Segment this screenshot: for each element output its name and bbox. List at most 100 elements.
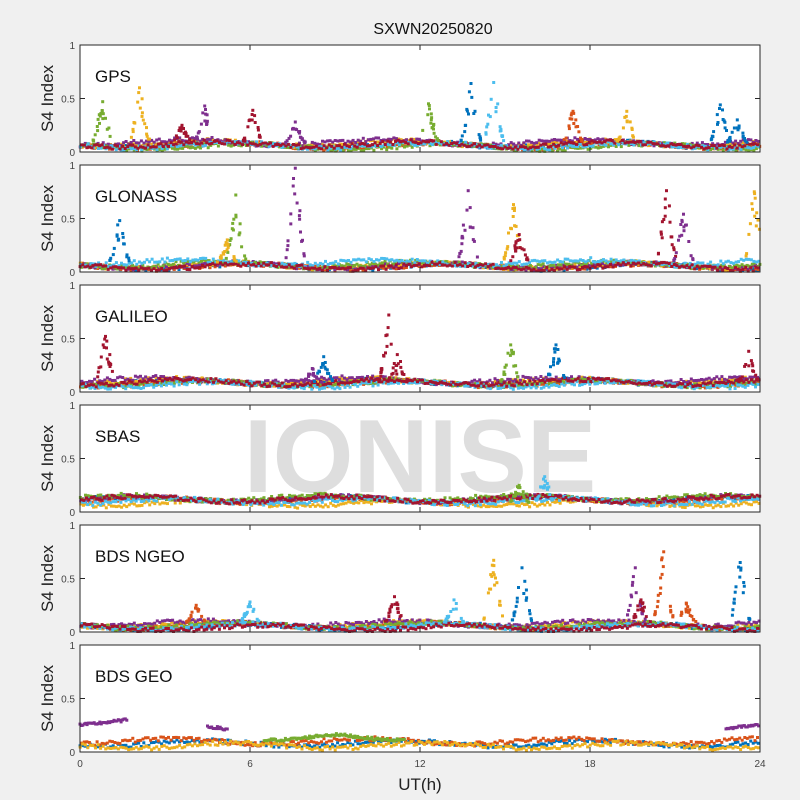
data-point bbox=[473, 109, 477, 113]
data-point bbox=[384, 262, 388, 266]
data-point bbox=[460, 142, 464, 146]
data-point bbox=[564, 141, 568, 145]
data-point bbox=[601, 262, 604, 265]
data-point bbox=[293, 120, 297, 124]
data-point bbox=[701, 261, 705, 265]
data-point bbox=[132, 259, 136, 263]
data-point bbox=[119, 266, 123, 270]
data-point bbox=[561, 146, 564, 150]
data-point bbox=[712, 130, 716, 134]
data-point bbox=[455, 260, 459, 264]
data-point bbox=[382, 138, 386, 142]
data-point bbox=[207, 142, 211, 146]
data-point bbox=[175, 266, 179, 270]
data-point bbox=[339, 148, 343, 152]
data-point bbox=[364, 140, 368, 144]
data-point bbox=[467, 144, 471, 148]
data-point bbox=[188, 146, 192, 150]
data-point bbox=[737, 260, 741, 264]
data-point bbox=[467, 112, 470, 116]
data-point bbox=[256, 128, 260, 132]
data-point bbox=[304, 145, 308, 149]
data-point bbox=[172, 141, 176, 145]
data-point bbox=[577, 139, 581, 143]
data-point bbox=[576, 146, 580, 150]
data-point bbox=[387, 143, 391, 147]
data-point bbox=[415, 143, 419, 147]
data-point bbox=[184, 140, 188, 144]
data-point bbox=[684, 145, 688, 149]
data-point bbox=[223, 264, 227, 268]
data-point bbox=[744, 254, 748, 258]
data-point bbox=[465, 145, 469, 149]
data-point bbox=[179, 129, 183, 133]
data-point bbox=[163, 147, 167, 151]
data-point bbox=[344, 259, 348, 263]
data-point bbox=[173, 136, 177, 140]
data-point bbox=[639, 263, 643, 267]
data-point bbox=[631, 140, 635, 144]
data-point bbox=[513, 145, 517, 149]
data-point bbox=[199, 122, 203, 126]
data-point bbox=[629, 264, 633, 268]
data-point bbox=[167, 144, 170, 148]
data-point bbox=[680, 264, 684, 268]
data-point bbox=[193, 146, 197, 150]
data-point bbox=[250, 118, 254, 122]
data-point bbox=[332, 263, 336, 267]
data-point bbox=[170, 266, 174, 270]
data-point bbox=[201, 264, 204, 267]
data-point bbox=[569, 141, 573, 145]
data-point bbox=[486, 265, 490, 269]
data-point bbox=[254, 264, 258, 268]
data-point bbox=[463, 124, 467, 127]
data-point bbox=[522, 141, 526, 145]
data-point bbox=[506, 245, 510, 249]
data-point bbox=[272, 264, 276, 268]
data-point bbox=[654, 142, 658, 146]
data-point bbox=[567, 124, 571, 128]
data-point bbox=[110, 147, 114, 151]
data-point bbox=[532, 141, 536, 145]
data-point bbox=[520, 147, 524, 150]
data-point bbox=[136, 146, 140, 150]
data-point bbox=[410, 145, 414, 149]
data-point bbox=[457, 255, 461, 259]
data-point bbox=[195, 140, 199, 143]
data-point bbox=[430, 260, 434, 264]
data-point bbox=[369, 137, 373, 141]
data-point bbox=[133, 145, 137, 149]
data-point bbox=[226, 250, 230, 254]
data-point bbox=[420, 139, 424, 143]
data-point bbox=[703, 145, 707, 148]
data-point bbox=[717, 144, 721, 147]
data-point bbox=[231, 262, 235, 266]
data-point bbox=[215, 139, 219, 143]
data-point bbox=[368, 144, 372, 148]
data-point bbox=[585, 267, 589, 271]
data-point bbox=[284, 140, 288, 144]
data-point bbox=[382, 145, 386, 149]
data-point bbox=[550, 138, 554, 142]
data-point bbox=[736, 128, 740, 132]
data-point bbox=[109, 266, 113, 270]
data-point bbox=[238, 261, 242, 265]
data-point bbox=[578, 265, 582, 269]
data-point bbox=[298, 135, 302, 139]
data-point bbox=[422, 139, 425, 143]
data-point bbox=[555, 263, 559, 267]
data-point bbox=[687, 240, 691, 243]
data-point bbox=[526, 258, 530, 262]
data-point bbox=[331, 148, 335, 152]
data-point bbox=[716, 122, 719, 126]
data-point bbox=[355, 145, 359, 149]
data-point bbox=[556, 149, 559, 153]
data-point bbox=[369, 258, 373, 262]
data-point bbox=[101, 117, 105, 121]
data-point bbox=[561, 260, 565, 264]
data-point bbox=[355, 262, 359, 266]
data-point bbox=[98, 144, 102, 148]
data-point bbox=[334, 260, 338, 264]
data-point bbox=[116, 144, 119, 148]
data-point bbox=[196, 258, 200, 262]
